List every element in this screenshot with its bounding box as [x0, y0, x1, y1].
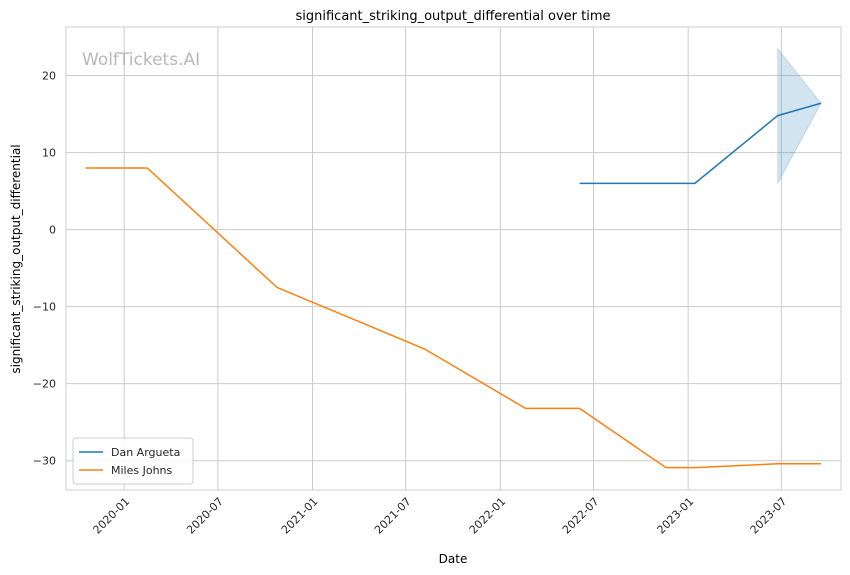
watermark: WolfTickets.AI	[82, 50, 200, 70]
y-tick-label: −30	[33, 455, 56, 468]
legend-box	[72, 437, 194, 485]
legend-label: Dan Argueta	[111, 446, 180, 459]
legend-label: Miles Johns	[111, 464, 173, 477]
y-tick-label: 0	[49, 224, 56, 237]
plot-area	[65, 26, 842, 491]
chart-title: significant_striking_output_differential…	[296, 9, 611, 24]
grid	[66, 27, 841, 490]
y-axis-label: significant_striking_output_differential	[9, 144, 23, 373]
x-tick-label: 2021-07	[372, 495, 414, 537]
x-tick-label: 2023-01	[655, 495, 697, 537]
series-line	[85, 167, 821, 469]
x-tick-label: 2022-07	[560, 495, 602, 537]
x-tick-label: 2023-07	[748, 495, 790, 537]
x-tick-label: 2022-01	[467, 495, 509, 537]
x-axis-label: Date	[439, 552, 468, 566]
y-tick-label: −20	[33, 378, 56, 391]
y-tick-label: 10	[42, 147, 56, 160]
series-line	[579, 102, 822, 185]
x-axis-ticks: 2020-01 2020-07 2021-01 2021-07 2022-01 2022-…	[91, 495, 790, 537]
x-tick-label: 2020-01	[91, 495, 133, 537]
series-lines	[85, 102, 822, 469]
y-axis-ticks: 20 10 0 −10 −20 −30	[33, 70, 56, 468]
x-tick-label: 2020-07	[184, 495, 226, 537]
legend: Dan Argueta Miles Johns	[72, 437, 194, 485]
y-tick-label: −10	[33, 301, 56, 314]
x-tick-label: 2021-01	[279, 495, 321, 537]
y-tick-label: 20	[42, 70, 56, 83]
